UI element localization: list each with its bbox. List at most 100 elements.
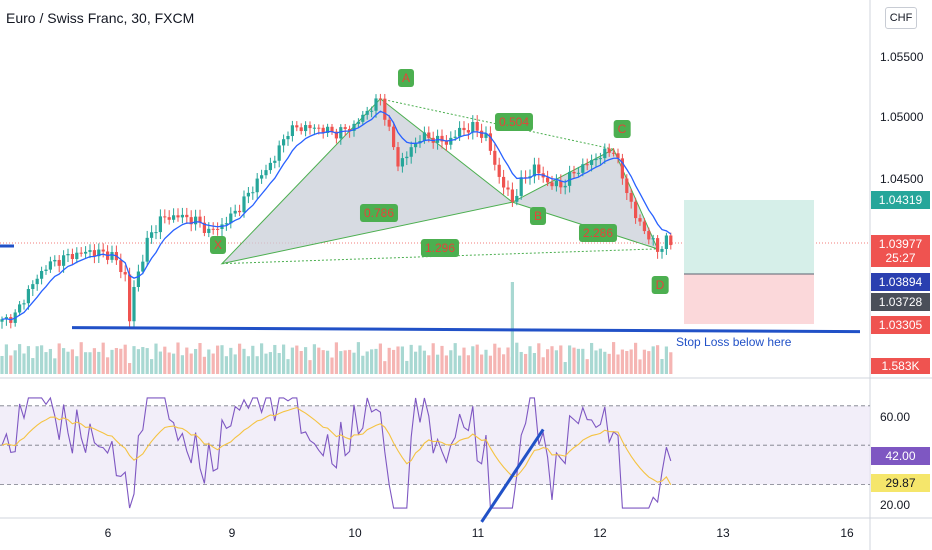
volume-bar: [317, 347, 321, 374]
volume-bar: [224, 356, 228, 374]
volume-bar: [634, 342, 638, 374]
currency-button[interactable]: CHF: [885, 7, 917, 29]
volume-bar: [145, 348, 149, 374]
volume-bar: [519, 351, 523, 374]
volume-bar: [35, 346, 39, 374]
volume-bar: [660, 358, 664, 374]
candle-body: [79, 252, 83, 254]
candle-body: [330, 126, 334, 132]
candle-body: [97, 249, 101, 257]
volume-bar: [48, 348, 52, 374]
volume-bar: [612, 342, 616, 374]
pattern-point-a: A: [397, 69, 415, 87]
last-price-value: 1.03977: [878, 237, 923, 251]
volume-bar: [282, 344, 286, 374]
volume-bar: [326, 350, 330, 374]
candle-body: [282, 139, 286, 146]
volume-bar: [31, 358, 35, 374]
volume-bar: [229, 347, 233, 374]
candle-body: [246, 192, 250, 197]
candle-body: [132, 286, 136, 322]
chart-title: Euro / Swiss Franc, 30, FXCM: [6, 10, 195, 26]
ema-line: [1, 110, 672, 321]
candle-body: [537, 164, 541, 174]
candle-body: [176, 215, 180, 218]
candle-body: [515, 195, 519, 202]
candle-body: [607, 148, 611, 153]
take-profit-label: 1.04319: [871, 191, 930, 209]
candle-body: [634, 201, 638, 219]
candle-body: [414, 143, 418, 148]
candle-body: [286, 136, 290, 140]
volume-bar: [343, 350, 347, 374]
volume-bar: [304, 347, 308, 374]
ratio-xd: 1.296: [420, 239, 460, 257]
volume-bar: [194, 348, 198, 374]
candle-body: [647, 231, 651, 240]
candle-body: [141, 261, 145, 272]
rsi-line: [1, 396, 672, 509]
candle-body: [365, 110, 369, 115]
volume-bar: [268, 352, 272, 374]
candle-body: [18, 304, 22, 313]
candle-body: [308, 125, 312, 129]
candle-body: [233, 210, 237, 214]
volume-bar: [238, 343, 242, 374]
candle-body: [167, 217, 171, 220]
volume-bar: [528, 346, 532, 374]
volume-bar: [75, 356, 79, 374]
candle-body: [598, 158, 602, 160]
candle-body: [334, 131, 338, 139]
candle-body: [488, 133, 492, 151]
volume-bar: [242, 348, 246, 374]
candle-body: [321, 127, 325, 133]
rsi-value-label: 42.00: [871, 447, 930, 465]
candle-body: [326, 126, 330, 133]
volume-bar: [84, 352, 88, 374]
volume-bar: [132, 346, 136, 374]
volume-bar: [418, 345, 422, 374]
time-tick: 6: [104, 526, 112, 540]
entry-price-label: 1.03728: [871, 293, 930, 311]
candle-body: [53, 259, 57, 262]
candle-body: [101, 249, 105, 252]
last-price-label: 1.03977 25:27: [871, 235, 930, 267]
candle-body: [304, 125, 308, 132]
candle-body: [493, 150, 497, 165]
volume-bar: [365, 351, 369, 374]
volume-bar: [444, 355, 448, 374]
candle-body: [136, 271, 140, 287]
volume-bar: [44, 352, 48, 374]
volume-bar: [123, 344, 127, 374]
candle-body: [387, 119, 391, 127]
volume-bar: [598, 348, 602, 374]
volume-bar: [9, 355, 13, 374]
volume-bar: [462, 347, 466, 374]
volume-bar: [607, 353, 611, 374]
volume-bar: [4, 344, 8, 374]
volume-bar: [233, 354, 237, 374]
candle-body: [612, 152, 616, 154]
rsi-tick: 20.00: [880, 498, 911, 512]
stop-loss-note: Stop Loss below here: [676, 335, 792, 349]
candle-body: [264, 170, 268, 176]
volume-bar: [554, 350, 558, 374]
candle-body: [449, 137, 453, 145]
time-tick: 11: [471, 526, 485, 540]
volume-bar: [198, 343, 202, 374]
volume-bar: [299, 350, 303, 374]
volume-bar: [559, 345, 563, 374]
candle-body: [62, 255, 66, 266]
volume-bar: [638, 359, 642, 374]
candle-body: [44, 269, 48, 271]
volume-bar: [440, 345, 444, 374]
candle-body: [502, 176, 506, 188]
candle-body: [198, 216, 202, 223]
volume-bar: [216, 345, 220, 374]
volume-bar: [590, 342, 594, 374]
volume-bar: [642, 349, 646, 374]
candle-body: [392, 126, 396, 148]
candle-body: [519, 177, 523, 196]
volume-bar: [348, 349, 352, 374]
